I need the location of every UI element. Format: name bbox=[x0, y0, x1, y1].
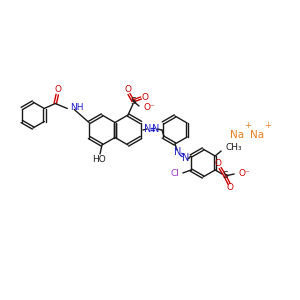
Text: N: N bbox=[152, 124, 160, 134]
Text: HO: HO bbox=[92, 154, 106, 164]
Text: O: O bbox=[214, 160, 222, 169]
Text: O⁻: O⁻ bbox=[238, 169, 250, 178]
Text: O: O bbox=[142, 92, 148, 101]
Text: Cl: Cl bbox=[170, 169, 179, 178]
Text: S: S bbox=[222, 172, 228, 181]
Text: N: N bbox=[174, 147, 182, 157]
Text: O⁻: O⁻ bbox=[143, 103, 155, 112]
Text: NH: NH bbox=[70, 103, 84, 112]
Text: O: O bbox=[226, 184, 234, 193]
Text: O: O bbox=[55, 85, 62, 94]
Text: Na: Na bbox=[250, 130, 264, 140]
Text: N: N bbox=[182, 153, 190, 163]
Text: N: N bbox=[144, 124, 152, 134]
Text: Na: Na bbox=[230, 130, 244, 140]
Text: O: O bbox=[124, 85, 131, 94]
Text: S: S bbox=[130, 97, 136, 106]
Text: CH₃: CH₃ bbox=[225, 143, 242, 152]
Text: +: + bbox=[244, 121, 251, 130]
Text: +: + bbox=[264, 121, 271, 130]
